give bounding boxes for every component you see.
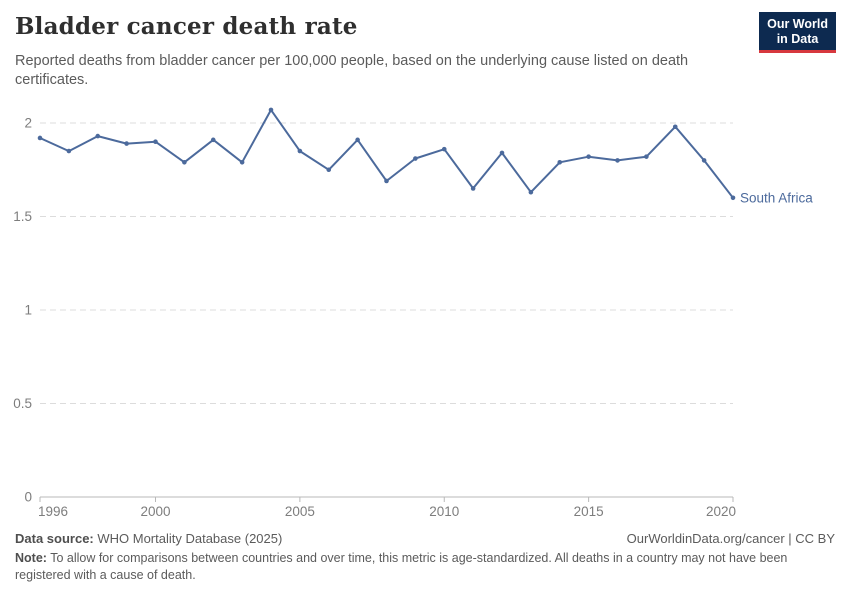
data-point[interactable] xyxy=(66,148,72,154)
y-axis-tick-label: 1.5 xyxy=(13,209,32,224)
line-chart[interactable]: 0 0.5 1 1.5 2 1996 2000 2005 2010 2015 2020 South A… xyxy=(0,0,850,525)
owid-cancer-link[interactable]: OurWorldinData.org/cancer | CC BY xyxy=(626,531,835,546)
data-point[interactable] xyxy=(326,167,332,173)
chart-note: Note: To allow for comparisons between c… xyxy=(15,550,833,584)
note-label: Note: xyxy=(15,551,47,565)
data-point[interactable] xyxy=(182,159,187,165)
data-point[interactable] xyxy=(355,137,360,143)
data-point[interactable] xyxy=(153,139,158,144)
entity-label-south-africa[interactable]: South Africa xyxy=(740,190,813,205)
x-axis-tick-label: 2020 xyxy=(706,504,736,519)
y-axis-tick-label: 0.5 xyxy=(13,396,32,411)
data-point[interactable] xyxy=(297,148,303,154)
data-point[interactable] xyxy=(701,158,707,163)
y-axis-tick-label: 0 xyxy=(24,490,32,505)
page-title: Bladder cancer death rate xyxy=(15,13,358,40)
data-point[interactable] xyxy=(470,186,476,191)
x-axis-tick-label: 2000 xyxy=(140,504,170,519)
x-axis-tick-label: 1996 xyxy=(38,504,68,519)
data-point[interactable] xyxy=(730,195,736,201)
y-axis-tick-label: 1 xyxy=(24,303,32,318)
data-point[interactable] xyxy=(644,154,649,159)
data-point[interactable] xyxy=(239,159,245,165)
x-axis-tick-label: 2010 xyxy=(429,504,459,519)
x-axis-tick-label: 2005 xyxy=(285,504,315,519)
data-point[interactable] xyxy=(672,124,678,130)
data-source-label: Data source: xyxy=(15,531,94,546)
note-value: To allow for comparisons between countri… xyxy=(15,551,788,582)
y-axis-tick-label: 2 xyxy=(24,116,32,131)
chart-footer: Data source: WHO Mortality Database (202… xyxy=(15,531,835,584)
data-point[interactable] xyxy=(95,133,101,139)
chart-subtitle: Reported deaths from bladder cancer per … xyxy=(15,53,689,89)
owid-logo[interactable]: Our World in Data xyxy=(759,12,836,53)
data-point[interactable] xyxy=(268,107,274,113)
data-point[interactable] xyxy=(557,159,563,165)
data-source-value: WHO Mortality Database (2025) xyxy=(93,531,283,546)
data-source: Data source: WHO Mortality Database (202… xyxy=(15,531,282,546)
data-point[interactable] xyxy=(37,135,43,141)
data-point[interactable] xyxy=(499,150,505,156)
data-point[interactable] xyxy=(615,158,620,163)
data-point[interactable] xyxy=(441,146,447,152)
data-point[interactable] xyxy=(528,189,534,195)
owid-logo-text-line1: Our World xyxy=(767,17,828,31)
data-point[interactable] xyxy=(124,141,129,146)
data-point[interactable] xyxy=(210,137,216,143)
data-point[interactable] xyxy=(413,156,418,161)
owid-logo-text-line2: in Data xyxy=(776,31,819,46)
data-point[interactable] xyxy=(384,178,389,184)
x-axis-tick-label: 2015 xyxy=(574,504,604,519)
data-point[interactable] xyxy=(586,154,591,159)
